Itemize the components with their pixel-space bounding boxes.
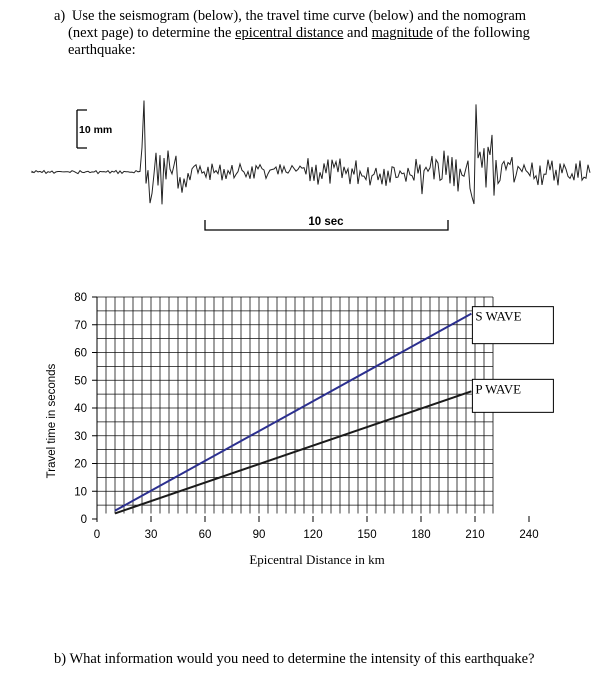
y-tick-label: 10 [74,486,87,498]
y-tick-label: 70 [74,320,87,332]
question-a-text-3: and [343,25,372,41]
magnitude-term: magnitude [371,25,433,41]
chart-grid [96,296,494,519]
x-axis-label: Epicentral Distance in km [249,552,384,567]
seismogram: 10 mm 10 sec [31,100,591,231]
x-tick-label: 240 [519,529,538,541]
amplitude-scale-bracket [76,109,87,149]
chart-legend: S WAVE P WAVE [471,306,554,413]
y-axis-label: Travel time in seconds [46,363,58,478]
question-a: a) Use the seismogram (below), the trave… [54,8,574,59]
y-tick-label: 80 [74,292,87,304]
legend-label-s-wave: S WAVE [475,309,521,324]
y-axis-ticks: 0 10 20 30 40 50 60 70 80 [74,292,97,526]
amplitude-scale-label: 10 mm [79,124,112,136]
x-tick-label: 0 [94,529,100,541]
epicentral-distance-term: epicentral distance [235,25,344,41]
x-tick-label: 30 [145,529,158,541]
legend-box-p-wave [471,378,554,413]
y-tick-label: 30 [74,431,87,443]
x-tick-label: 210 [465,529,484,541]
question-b-text: What information would you need to deter… [69,651,535,667]
x-tick-label: 90 [253,529,266,541]
question-a-text-4: of the following [432,25,530,41]
question-a-line-3: earthquake: [54,42,574,59]
y-tick-label: 60 [74,348,87,360]
seismogram-trace [31,100,591,205]
series-line-p-wave [114,390,472,515]
time-scale-bracket [204,220,449,231]
x-tick-label: 150 [357,529,376,541]
legend-label-p-wave: P WAVE [475,381,521,396]
question-b-label: b) [54,651,67,667]
question-a-text-1: Use the seismogram (below), the travel t… [71,8,527,24]
travel-time-chart: 0 10 20 30 40 50 60 70 80 0 30 60 90 120 150 180 210 240… [46,292,554,567]
y-tick-label: 40 [74,403,87,415]
question-a-text-2: (next page) to determine the [68,25,236,41]
y-tick-label: 50 [74,375,87,387]
chart-series [114,312,472,515]
legend-box-s-wave [471,306,554,345]
question-a-label: a) [54,8,66,24]
y-tick-label: 20 [74,459,87,471]
time-scale-label: 10 sec [308,216,344,228]
y-tick-label: 0 [81,514,87,526]
x-tick-label: 60 [199,529,212,541]
question-a-text-5: earthquake: [68,42,136,58]
series-line-s-wave [114,312,472,512]
question-a-line-2: (next page) to determine the epicentral … [54,25,574,42]
x-tick-label: 120 [303,529,322,541]
question-a-line-1: a) Use the seismogram (below), the trave… [54,8,574,25]
x-axis-ticks: 0 30 60 90 120 150 180 210 240 [94,516,539,541]
x-tick-label: 180 [411,529,430,541]
question-b: b) What information would you need to de… [54,651,535,668]
